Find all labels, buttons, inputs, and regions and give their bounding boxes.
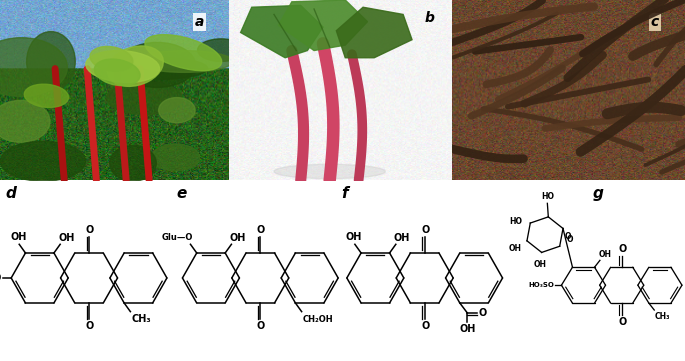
Text: O: O — [566, 235, 573, 244]
Text: HO₃SO: HO₃SO — [528, 282, 554, 288]
Text: OH: OH — [599, 250, 612, 259]
Text: OH: OH — [459, 324, 475, 334]
Ellipse shape — [151, 144, 199, 171]
Text: O: O — [86, 225, 94, 235]
Text: f: f — [341, 186, 347, 201]
Text: CH₃: CH₃ — [655, 312, 670, 321]
Ellipse shape — [1, 141, 86, 181]
Text: CH₃: CH₃ — [132, 314, 151, 324]
Ellipse shape — [197, 39, 245, 61]
Text: HO: HO — [510, 217, 523, 226]
Text: O: O — [86, 321, 94, 331]
Polygon shape — [240, 5, 323, 58]
Text: O: O — [479, 308, 487, 318]
Ellipse shape — [27, 31, 75, 91]
Ellipse shape — [95, 59, 140, 86]
Ellipse shape — [106, 82, 182, 114]
Polygon shape — [278, 0, 368, 51]
Ellipse shape — [145, 35, 222, 71]
Ellipse shape — [274, 164, 385, 179]
Text: O: O — [421, 225, 429, 235]
Text: Glu—O: Glu—O — [162, 233, 192, 242]
Text: d: d — [5, 186, 16, 201]
Ellipse shape — [24, 84, 68, 108]
Text: OH: OH — [229, 233, 246, 243]
Text: b: b — [425, 11, 435, 25]
Ellipse shape — [110, 57, 208, 79]
Polygon shape — [336, 7, 412, 58]
Text: OH: OH — [10, 232, 27, 242]
Ellipse shape — [135, 51, 233, 72]
Text: HO: HO — [541, 192, 554, 201]
Ellipse shape — [0, 38, 67, 96]
Text: OH: OH — [394, 233, 410, 243]
Text: OH: OH — [58, 233, 75, 243]
Text: O: O — [421, 321, 429, 331]
Ellipse shape — [108, 46, 163, 86]
Text: O: O — [257, 225, 265, 235]
Text: O: O — [564, 232, 571, 241]
Ellipse shape — [159, 97, 195, 123]
Text: e: e — [177, 186, 187, 201]
Text: a: a — [195, 15, 204, 29]
Text: O: O — [618, 244, 626, 254]
Text: OH: OH — [533, 260, 546, 269]
Text: OH: OH — [508, 244, 521, 253]
Ellipse shape — [90, 47, 133, 71]
Ellipse shape — [119, 42, 196, 87]
Text: OH: OH — [346, 232, 362, 242]
Text: O: O — [618, 317, 626, 327]
Ellipse shape — [0, 100, 50, 142]
Ellipse shape — [86, 51, 160, 82]
Text: g: g — [593, 186, 603, 201]
Text: HO: HO — [0, 273, 2, 283]
Text: CH₂OH: CH₂OH — [303, 315, 333, 324]
Ellipse shape — [110, 145, 156, 181]
Text: c: c — [651, 15, 659, 29]
Text: O: O — [257, 321, 265, 331]
